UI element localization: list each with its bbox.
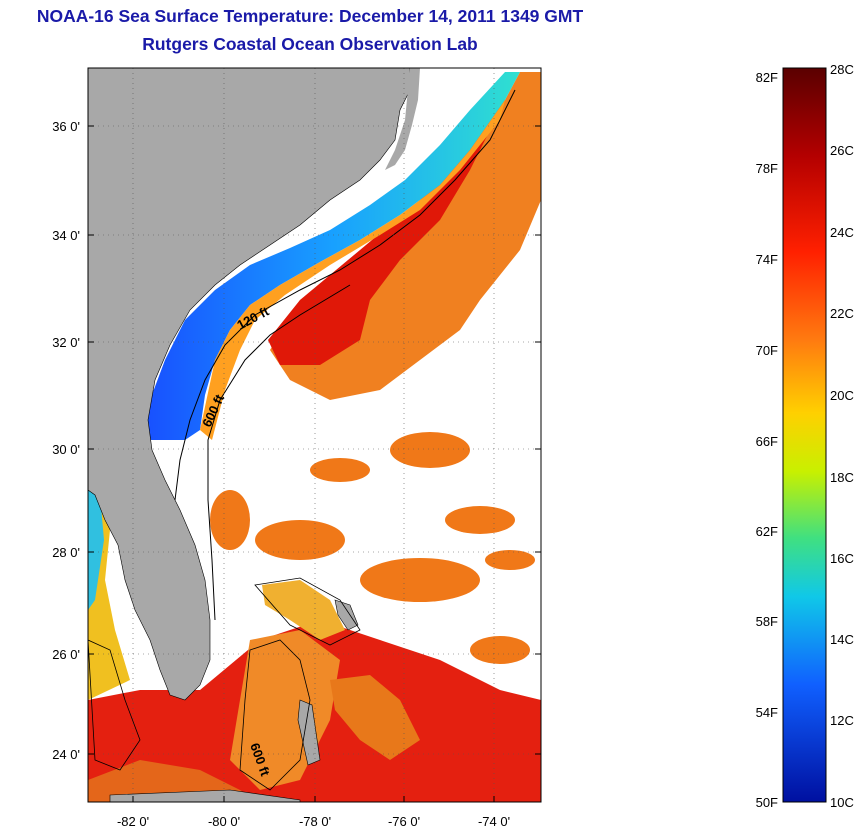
c-label: 24C xyxy=(830,225,854,240)
c-label: 12C xyxy=(830,713,854,728)
c-label: 28C xyxy=(830,62,854,77)
colorbar-celsius-labels: 28C 26C 24C 22C 20C 18C 16C 14C 12C 10C xyxy=(830,62,854,810)
f-label: 54F xyxy=(756,705,778,720)
islands xyxy=(109,599,359,802)
f-label: 78F xyxy=(756,161,778,176)
f-label: 82F xyxy=(756,70,778,85)
lat-label: 24 0' xyxy=(52,747,80,762)
contour-600ft xyxy=(207,284,351,621)
coastal-cold-water xyxy=(145,72,520,440)
c-label: 18C xyxy=(830,470,854,485)
lat-label: 28 0' xyxy=(52,545,80,560)
f-label: 58F xyxy=(756,614,778,629)
bahamas-banks-yellow xyxy=(262,580,345,640)
lat-label: 30 0' xyxy=(52,442,80,457)
f-label: 50F xyxy=(756,795,778,810)
c-label: 20C xyxy=(830,388,854,403)
grid-lines xyxy=(88,68,541,802)
latitude-labels: 36 0' 34 0' 32 0' 30 0' 28 0' 26 0' 24 0… xyxy=(52,119,80,762)
axis-ticks xyxy=(88,125,541,802)
f-label: 74F xyxy=(756,252,778,267)
lon-label: -74 0' xyxy=(478,814,510,829)
map-panel: 120 ft 600 ft 600 ft xyxy=(88,68,541,802)
lat-label: 36 0' xyxy=(52,119,80,134)
land-mainland xyxy=(88,68,411,701)
f-label: 62F xyxy=(756,524,778,539)
colorbar-fahrenheit-labels: 82F 78F 74F 70F 66F 62F 58F 54F 50F xyxy=(756,70,778,810)
map-title: NOAA-16 Sea Surface Temperature: Decembe… xyxy=(36,6,584,26)
lon-label: -80 0' xyxy=(208,814,240,829)
c-label: 14C xyxy=(830,632,854,647)
lat-label: 34 0' xyxy=(52,228,80,243)
scattered-warm-patches xyxy=(210,432,535,664)
c-label: 16C xyxy=(830,551,854,566)
outer-banks xyxy=(385,68,420,170)
colorbar-gradient xyxy=(782,67,827,803)
map-subtitle: Rutgers Coastal Ocean Observation Lab xyxy=(142,34,478,54)
contour-120ft xyxy=(174,89,516,501)
lat-label: 32 0' xyxy=(52,335,80,350)
f-label: 66F xyxy=(756,434,778,449)
lon-label: -76 0' xyxy=(388,814,420,829)
c-label: 26C xyxy=(830,143,854,158)
lat-label: 26 0' xyxy=(52,647,80,662)
c-label: 22C xyxy=(830,306,854,321)
f-label: 70F xyxy=(756,343,778,358)
lon-label: -78 0' xyxy=(299,814,331,829)
colorbar: 82F 78F 74F 70F 66F 62F 58F 54F 50F 28C … xyxy=(756,62,854,810)
longitude-labels: -82 0' -80 0' -78 0' -76 0' -74 0' xyxy=(117,814,510,829)
lon-label: -82 0' xyxy=(117,814,149,829)
c-label: 10C xyxy=(830,795,854,810)
